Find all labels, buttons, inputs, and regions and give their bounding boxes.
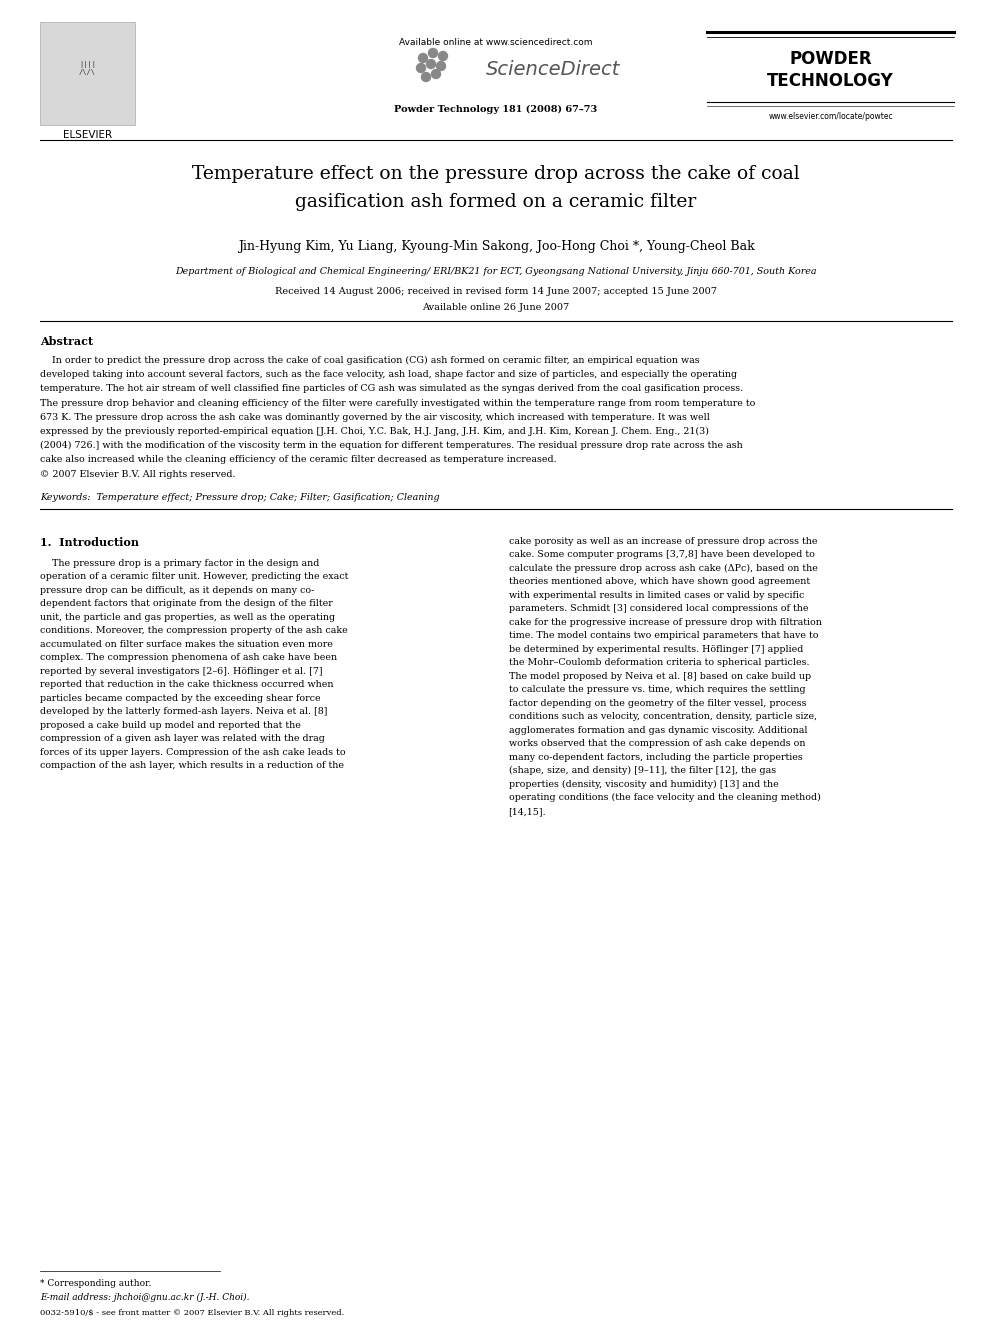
Text: complex. The compression phenomena of ash cake have been: complex. The compression phenomena of as… bbox=[40, 654, 337, 663]
Text: POWDER: POWDER bbox=[790, 50, 872, 67]
Text: ScienceDirect: ScienceDirect bbox=[486, 60, 620, 79]
Text: www.elsevier.com/locate/powtec: www.elsevier.com/locate/powtec bbox=[768, 112, 893, 120]
Text: be determined by experimental results. Höflinger [7] applied: be determined by experimental results. H… bbox=[509, 644, 803, 654]
Text: forces of its upper layers. Compression of the ash cake leads to: forces of its upper layers. Compression … bbox=[40, 747, 345, 757]
Text: accumulated on filter surface makes the situation even more: accumulated on filter surface makes the … bbox=[40, 640, 333, 648]
Text: compression of a given ash layer was related with the drag: compression of a given ash layer was rel… bbox=[40, 734, 324, 744]
Text: developed by the latterly formed-ash layers. Neiva et al. [8]: developed by the latterly formed-ash lay… bbox=[40, 708, 327, 716]
Text: reported that reduction in the cake thickness occurred when: reported that reduction in the cake thic… bbox=[40, 680, 333, 689]
Text: Available online 26 June 2007: Available online 26 June 2007 bbox=[423, 303, 569, 312]
Text: conditions. Moreover, the compression property of the ash cake: conditions. Moreover, the compression pr… bbox=[40, 626, 348, 635]
Text: temperature. The hot air stream of well classified fine particles of CG ash was : temperature. The hot air stream of well … bbox=[40, 385, 743, 393]
Text: cake. Some computer programs [3,7,8] have been developed to: cake. Some computer programs [3,7,8] hav… bbox=[509, 550, 814, 560]
Circle shape bbox=[427, 60, 435, 69]
Text: agglomerates formation and gas dynamic viscosity. Additional: agglomerates formation and gas dynamic v… bbox=[509, 726, 807, 734]
Text: theories mentioned above, which have shown good agreement: theories mentioned above, which have sho… bbox=[509, 577, 809, 586]
Text: [14,15].: [14,15]. bbox=[509, 807, 547, 816]
Text: conditions such as velocity, concentration, density, particle size,: conditions such as velocity, concentrati… bbox=[509, 712, 816, 721]
Text: ELSEVIER: ELSEVIER bbox=[62, 130, 112, 140]
Text: Powder Technology 181 (2008) 67–73: Powder Technology 181 (2008) 67–73 bbox=[395, 105, 597, 114]
Text: parameters. Schmidt [3] considered local compressions of the: parameters. Schmidt [3] considered local… bbox=[509, 605, 808, 614]
Text: cake for the progressive increase of pressure drop with filtration: cake for the progressive increase of pre… bbox=[509, 618, 821, 627]
Text: proposed a cake build up model and reported that the: proposed a cake build up model and repor… bbox=[40, 721, 301, 730]
Text: In order to predict the pressure drop across the cake of coal gasification (CG) : In order to predict the pressure drop ac… bbox=[40, 356, 699, 365]
Text: 673 K. The pressure drop across the ash cake was dominantly governed by the air : 673 K. The pressure drop across the ash … bbox=[40, 413, 710, 422]
Text: operating conditions (the face velocity and the cleaning method): operating conditions (the face velocity … bbox=[509, 794, 820, 803]
Text: (shape, size, and density) [9–11], the filter [12], the gas: (shape, size, and density) [9–11], the f… bbox=[509, 766, 776, 775]
Text: 1.  Introduction: 1. Introduction bbox=[40, 537, 139, 548]
Text: properties (density, viscosity and humidity) [13] and the: properties (density, viscosity and humid… bbox=[509, 779, 779, 789]
Text: Abstract: Abstract bbox=[40, 336, 93, 347]
Text: dependent factors that originate from the design of the filter: dependent factors that originate from th… bbox=[40, 599, 332, 609]
Text: The pressure drop behavior and cleaning efficiency of the filter were carefully : The pressure drop behavior and cleaning … bbox=[40, 398, 755, 407]
Text: (2004) 726.] with the modification of the viscosity term in the equation for dif: (2004) 726.] with the modification of th… bbox=[40, 441, 743, 450]
Text: compaction of the ash layer, which results in a reduction of the: compaction of the ash layer, which resul… bbox=[40, 761, 344, 770]
Bar bbox=[40, 22, 135, 124]
Text: unit, the particle and gas properties, as well as the operating: unit, the particle and gas properties, a… bbox=[40, 613, 335, 622]
Text: Jin-Hyung Kim, Yu Liang, Kyoung-Min Sakong, Joo-Hong Choi *, Young-Cheol Bak: Jin-Hyung Kim, Yu Liang, Kyoung-Min Sako… bbox=[238, 239, 754, 253]
Text: particles became compacted by the exceeding shear force: particles became compacted by the exceed… bbox=[40, 693, 320, 703]
Text: time. The model contains two empirical parameters that have to: time. The model contains two empirical p… bbox=[509, 631, 818, 640]
Circle shape bbox=[429, 49, 437, 57]
Text: pressure drop can be difficult, as it depends on many co-: pressure drop can be difficult, as it de… bbox=[40, 586, 314, 595]
Text: TECHNOLOGY: TECHNOLOGY bbox=[767, 71, 894, 90]
Text: The pressure drop is a primary factor in the design and: The pressure drop is a primary factor in… bbox=[40, 558, 319, 568]
Text: gasification ash formed on a ceramic filter: gasification ash formed on a ceramic fil… bbox=[296, 193, 696, 210]
Text: operation of a ceramic filter unit. However, predicting the exact: operation of a ceramic filter unit. Howe… bbox=[40, 573, 348, 581]
Text: expressed by the previously reported-empirical equation [J.H. Choi, Y.C. Bak, H.: expressed by the previously reported-emp… bbox=[40, 427, 709, 437]
Text: works observed that the compression of ash cake depends on: works observed that the compression of a… bbox=[509, 740, 805, 749]
Text: developed taking into account several factors, such as the face velocity, ash lo: developed taking into account several fa… bbox=[40, 370, 737, 380]
Text: Available online at www.sciencedirect.com: Available online at www.sciencedirect.co… bbox=[399, 38, 593, 48]
Text: calculate the pressure drop across ash cake (ΔPc), based on the: calculate the pressure drop across ash c… bbox=[509, 564, 817, 573]
Text: E-mail address: jhchoi@gnu.ac.kr (J.-H. Choi).: E-mail address: jhchoi@gnu.ac.kr (J.-H. … bbox=[40, 1293, 250, 1302]
Text: 0032-5910/$ - see front matter © 2007 Elsevier B.V. All rights reserved.: 0032-5910/$ - see front matter © 2007 El… bbox=[40, 1308, 344, 1316]
Text: with experimental results in limited cases or valid by specific: with experimental results in limited cas… bbox=[509, 591, 804, 599]
Circle shape bbox=[422, 73, 431, 82]
Text: many co-dependent factors, including the particle properties: many co-dependent factors, including the… bbox=[509, 753, 803, 762]
Text: cake also increased while the cleaning efficiency of the ceramic filter decrease: cake also increased while the cleaning e… bbox=[40, 455, 557, 464]
Text: The model proposed by Neiva et al. [8] based on cake build up: The model proposed by Neiva et al. [8] b… bbox=[509, 672, 810, 681]
Text: the Mohr–Coulomb deformation criteria to spherical particles.: the Mohr–Coulomb deformation criteria to… bbox=[509, 659, 809, 667]
Text: reported by several investigators [2–6]. Höflinger et al. [7]: reported by several investigators [2–6].… bbox=[40, 667, 322, 676]
Text: © 2007 Elsevier B.V. All rights reserved.: © 2007 Elsevier B.V. All rights reserved… bbox=[40, 470, 235, 479]
Circle shape bbox=[419, 53, 428, 62]
Text: cake porosity as well as an increase of pressure drop across the: cake porosity as well as an increase of … bbox=[509, 537, 817, 546]
Text: Temperature effect on the pressure drop across the cake of coal: Temperature effect on the pressure drop … bbox=[192, 165, 800, 183]
Text: Department of Biological and Chemical Engineering/ ERI/BK21 for ECT, Gyeongsang : Department of Biological and Chemical En… bbox=[176, 267, 816, 277]
Text: factor depending on the geometry of the filter vessel, process: factor depending on the geometry of the … bbox=[509, 699, 806, 708]
Text: ||||
/\/\: |||| /\/\ bbox=[79, 61, 96, 75]
Text: Received 14 August 2006; received in revised form 14 June 2007; accepted 15 June: Received 14 August 2006; received in rev… bbox=[275, 287, 717, 296]
Text: to calculate the pressure vs. time, which requires the settling: to calculate the pressure vs. time, whic… bbox=[509, 685, 806, 695]
Text: Keywords:  Temperature effect; Pressure drop; Cake; Filter; Gasification; Cleani: Keywords: Temperature effect; Pressure d… bbox=[40, 492, 439, 501]
Circle shape bbox=[436, 61, 445, 70]
Circle shape bbox=[417, 64, 426, 73]
Text: * Corresponding author.: * Corresponding author. bbox=[40, 1279, 152, 1289]
Circle shape bbox=[438, 52, 447, 61]
Circle shape bbox=[432, 70, 440, 78]
